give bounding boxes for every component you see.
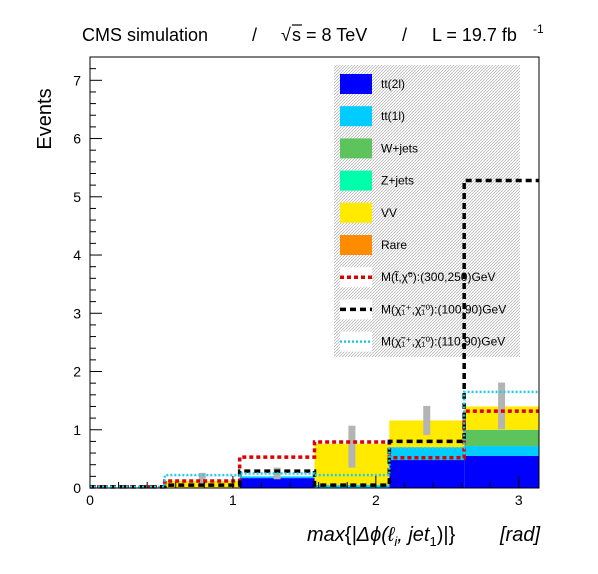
y-tick-label: 6 (73, 131, 81, 147)
legend-entry: M(χ̃₁⁺,χ̃₁⁰):(110,90)GeV (340, 331, 505, 352)
plot-area: tt(2l) tt(1l) W+jets Z+jets VV Rare M(t̃,χ̃⁰):… (73, 56, 540, 508)
bar-tt-2l--bin-4 (389, 460, 465, 488)
legend: tt(2l) tt(1l) W+jets Z+jets VV Rare M(t̃,χ̃⁰):… (334, 65, 520, 357)
title-sqrt: √ (281, 25, 291, 45)
uncertainty-bar-bin-1 (198, 472, 206, 485)
x-tick-label: 2 (372, 492, 380, 508)
xlabel-max: max (307, 524, 346, 546)
title-sep-2: / (402, 25, 407, 45)
title-sep-1: / (252, 25, 257, 45)
title-cms: CMS simulation (82, 25, 208, 45)
legend-swatch (340, 74, 372, 94)
legend-entry: M(t̃,χ̃⁰):(300,250)GeV (340, 267, 495, 288)
y-axis-label: Events (34, 88, 56, 149)
xlabel-abs-delta: |Δ (351, 524, 370, 546)
legend-entry: VV (340, 202, 397, 223)
xlabel-close: )| (437, 524, 449, 546)
y-tick-label: 0 (73, 480, 81, 496)
xlabel-lbrace: { (345, 524, 352, 546)
legend-entry: M(χ̃₁⁺,χ̃₁⁰):(100,90)GeV (340, 299, 506, 320)
xlabel-sub-1: 1 (430, 534, 437, 549)
signal-line-red (90, 409, 539, 489)
uncertainty-bar-bin-4 (423, 405, 431, 435)
legend-label: VV (381, 206, 397, 220)
legend-swatch (340, 138, 372, 159)
y-tick-label: 2 (73, 364, 81, 380)
legend-label: tt(1l) (381, 109, 405, 123)
y-tick-label: 5 (73, 189, 81, 205)
legend-entry: tt(2l) (340, 74, 405, 94)
x-tick-label: 0 (86, 492, 94, 508)
xlabel-rbrace: } (449, 524, 456, 546)
x-tick-label: 1 (229, 492, 237, 508)
legend-label: Z+jets (381, 174, 414, 188)
legend-label: tt(2l) (381, 77, 405, 91)
legend-swatch (340, 235, 372, 255)
title-lumi-exponent: -1 (533, 22, 544, 36)
xlabel-sub-i: i (394, 534, 398, 549)
legend-label: M(χ̃₁⁺,χ̃₁⁰):(110,90)GeV (381, 335, 505, 349)
bar-tt-1l--bin-5 (464, 446, 539, 456)
legend-entry: tt(1l) (340, 106, 405, 127)
svg-text:max{|Δϕ(ℓi, jet1)|}: max{|Δϕ(ℓi, jet1)|} (307, 524, 456, 549)
legend-label: M(t̃,χ̃⁰):(300,250)GeV (381, 270, 495, 285)
y-tick-label: 3 (73, 305, 81, 321)
signal-lines (90, 178, 539, 489)
title-energy: s = 8 TeV (292, 25, 367, 45)
xlabel-phi: ϕ (370, 524, 381, 546)
bar-w-jets-bin-5 (464, 429, 539, 447)
legend-label: Rare (381, 238, 407, 252)
legend-swatch (340, 170, 372, 191)
x-tick-label: 3 (515, 492, 523, 508)
chart-title: CMS simulation / √ s = 8 TeV / L = 19.7 … (82, 22, 544, 45)
title-lumi: L = 19.7 fb (432, 25, 517, 45)
xlabel-args: (ℓ (381, 524, 396, 546)
xlabel-comma-jet: , jet (397, 524, 431, 546)
uncertainty-bar-bin-3 (348, 425, 356, 468)
y-tick-label: 1 (73, 422, 81, 438)
legend-entry: Z+jets (340, 170, 414, 191)
x-axis-ticks: 0 1 2 3 (86, 476, 523, 508)
y-axis-ticks: 0 1 2 3 4 5 6 7 (73, 68, 102, 496)
signal-line-cyan (90, 390, 539, 489)
legend-entry: W+jets (340, 138, 418, 159)
y-tick-label: 7 (73, 72, 81, 88)
uncertainty-bar-bin-5 (498, 382, 506, 430)
xlabel-unit: [rad] (499, 524, 540, 546)
y-tick-label: 4 (73, 247, 81, 263)
bar-tt-2l--bin-5 (464, 455, 539, 488)
x-axis-label: max{|Δϕ(ℓi, jet1)|} [rad] (307, 524, 540, 549)
legend-swatch (340, 202, 372, 223)
bar-tt-2l--bin-2 (239, 478, 315, 488)
plot-border (89, 56, 540, 489)
legend-swatch (340, 106, 372, 127)
legend-label: W+jets (381, 141, 418, 155)
legend-entry: Rare (340, 235, 407, 255)
legend-label: M(χ̃₁⁺,χ̃₁⁰):(100,90)GeV (381, 302, 506, 316)
